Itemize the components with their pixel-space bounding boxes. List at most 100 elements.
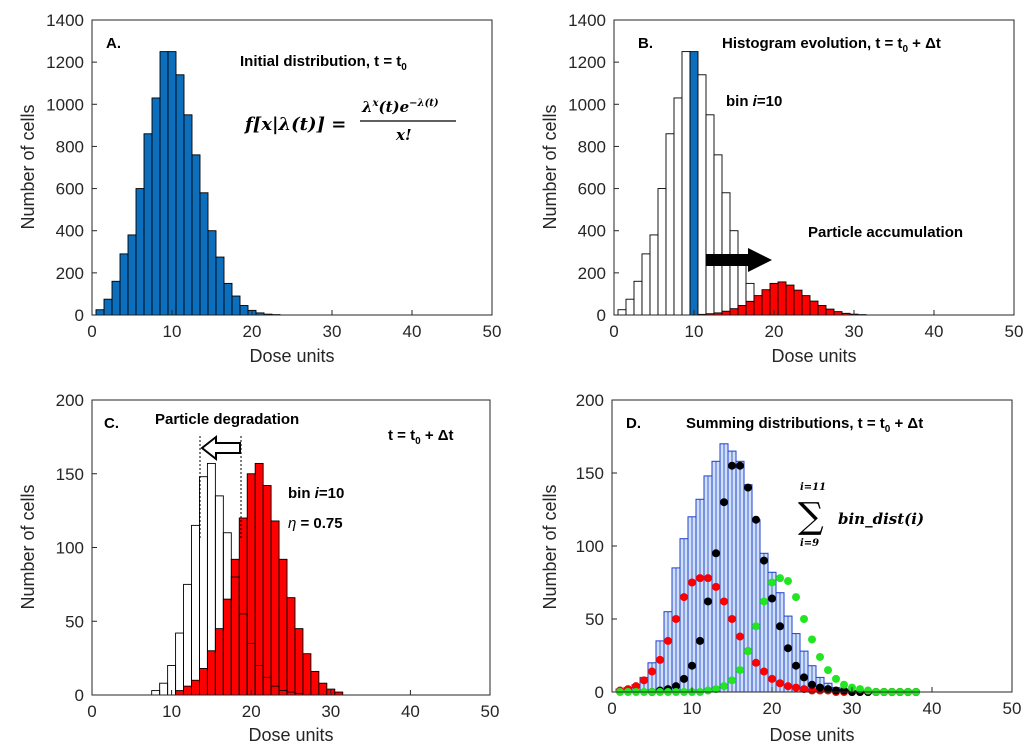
panel-a-bar xyxy=(175,74,185,316)
panel-c-title: Particle degradation xyxy=(155,411,299,428)
panel-d-green-point xyxy=(768,578,776,587)
panel-a-ytick-label: 1200 xyxy=(46,53,84,72)
panel-c-xtick-label: 20 xyxy=(242,702,261,721)
panel-d-sum-formula: i=11 ∑ i=9 bin_dist(i) xyxy=(798,482,924,549)
panel-c-bar xyxy=(310,670,320,696)
panel-c-xtick-label: 40 xyxy=(401,702,420,721)
panel-c-xtick-label: 10 xyxy=(162,702,181,721)
panel-d-black-point xyxy=(744,483,752,492)
panel-c-ytick-label: 50 xyxy=(65,612,84,631)
panel-b-bar xyxy=(753,295,763,316)
panel-d-red-point xyxy=(736,632,744,641)
panel-c-bar xyxy=(175,690,184,696)
panel-d-red-point xyxy=(672,615,680,623)
panel-b-bar xyxy=(721,310,731,316)
panel-d-green-point xyxy=(816,652,824,661)
svg-text:∑: ∑ xyxy=(798,496,824,537)
panel-c-bar xyxy=(206,650,216,696)
panel-b-ytick-label: 1400 xyxy=(568,11,606,30)
svg-text:bin_dist(i): bin_dist(i) xyxy=(838,510,924,528)
panel-d-green-point xyxy=(800,615,808,623)
panel-d-red-point xyxy=(632,682,640,691)
panel-d-green-point xyxy=(840,680,848,689)
panel-d-black-point xyxy=(680,674,688,683)
panel-b-bar xyxy=(625,298,635,316)
panel-a-bar xyxy=(127,234,137,316)
panel-c: 0 10 20 30 40 50 0 50 100 150 200 Dose units Numbe… xyxy=(18,391,499,745)
panel-d-black-point xyxy=(784,644,792,653)
panel-b-bar xyxy=(745,300,755,316)
svg-text:f[x|λ(t)] =: f[x|λ(t)] = xyxy=(243,114,346,135)
panel-d-black-point xyxy=(736,461,744,470)
panel-d-green-point xyxy=(824,666,832,675)
panel-a-xtick-label: 40 xyxy=(403,322,422,341)
svg-text:λx(t)e−λ(t): λx(t)e−λ(t) xyxy=(361,98,439,116)
panel-d-black-point xyxy=(728,461,736,470)
panel-d-red-point xyxy=(688,578,696,587)
panel-c-bar xyxy=(254,462,264,696)
degradation-arrow-icon xyxy=(200,434,241,462)
panel-c-bar xyxy=(246,473,256,696)
panel-d-xtick-label: 20 xyxy=(763,699,782,718)
panel-d-red-point xyxy=(720,597,728,606)
panel-d-red-point xyxy=(792,683,800,692)
panel-d-ytick-label: 150 xyxy=(576,464,604,483)
panel-c-time-label: t = t0 + Δt xyxy=(388,427,454,447)
panel-b-label: B. xyxy=(638,35,653,52)
panel-b-bar xyxy=(729,308,739,316)
panel-d-red-point xyxy=(808,686,816,695)
panel-d-red-point xyxy=(696,574,704,583)
panel-b-ytick-label: 600 xyxy=(578,180,606,199)
panel-a-ytick-label: 200 xyxy=(56,264,84,283)
panel-b-frame xyxy=(613,19,1015,316)
panel-a-equation: f[x|λ(t)] = λx(t)e−λ(t) x! xyxy=(243,98,456,144)
panel-b-ylabel: Number of cells xyxy=(540,104,560,229)
panel-c-bar xyxy=(191,679,200,696)
panel-b-xtick-label: 40 xyxy=(925,322,944,341)
panel-b-ytick-label: 800 xyxy=(578,137,606,156)
panel-d-black-point xyxy=(688,661,696,670)
panel-a-xtick-label: 50 xyxy=(483,322,502,341)
panel-b-bar xyxy=(777,281,787,316)
panel-a-bar xyxy=(95,309,105,316)
panel-c-bar xyxy=(183,685,192,696)
panel-a-ylabel: Number of cells xyxy=(18,104,38,229)
panel-c-degraded-bar xyxy=(175,632,184,696)
panel-c-degraded-bar xyxy=(199,476,208,696)
panel-d-black-point xyxy=(800,673,808,682)
panel-c-label: C. xyxy=(104,415,119,432)
panel-b-bar xyxy=(801,295,811,316)
panel-b-bar xyxy=(641,253,651,316)
panel-d-red-point xyxy=(800,685,808,694)
panel-d-xlabel: Dose units xyxy=(769,725,854,745)
panel-d-green-point xyxy=(784,577,792,586)
panel-a-bar xyxy=(167,51,177,316)
panel-d-green-point xyxy=(792,593,800,602)
panel-b-bar xyxy=(681,51,691,316)
panel-b: 0 10 20 30 40 50 0 200 400 600 800 1000 1200 1400 Dos… xyxy=(540,11,1023,366)
panel-b-bar xyxy=(633,280,643,316)
panel-b-ytick-label: 0 xyxy=(597,306,606,325)
panel-d-red-point xyxy=(656,655,664,664)
panel-d-red-point xyxy=(648,667,656,676)
panel-c-degraded-bar xyxy=(183,583,192,696)
panel-a-label: A. xyxy=(106,35,121,52)
panel-d-black-point xyxy=(696,636,704,645)
panel-d-green-point xyxy=(736,666,744,675)
panel-a-xtick-label: 30 xyxy=(323,322,342,341)
panel-d: 0 10 20 30 40 50 0 50 100 150 200 Dose units Numbe… xyxy=(540,391,1021,745)
panel-d-black-point xyxy=(776,622,784,631)
panel-a: 0 10 20 30 40 50 0 200 400 600 800 1000 1200 1400 Dos… xyxy=(18,11,501,366)
panel-a-title: Initial distribution, t = t0 xyxy=(240,53,407,73)
panel-b-xtick-label: 30 xyxy=(845,322,864,341)
panel-b-bar xyxy=(657,188,667,316)
panel-b-bar xyxy=(785,284,795,316)
panel-c-bar xyxy=(286,597,296,696)
panel-c-ytick-label: 100 xyxy=(56,539,84,558)
panel-b-bar xyxy=(729,230,739,316)
panel-d-green-point xyxy=(776,574,784,583)
panel-c-bar xyxy=(199,668,208,696)
panel-d-black-point xyxy=(840,686,848,695)
panel-b-xlabel: Dose units xyxy=(771,346,856,366)
